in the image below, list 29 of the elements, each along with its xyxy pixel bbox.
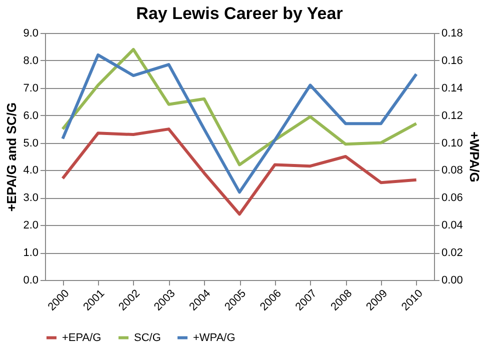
y-tick-label: 1.0 (23, 247, 38, 260)
y-tick-label: 6.0 (23, 110, 38, 122)
y2-tick-label: 0.04 (442, 220, 463, 232)
chart-title: Ray Lewis Career by Year (136, 4, 344, 23)
y-tick-label: 4.0 (23, 164, 38, 177)
y2-tick-label: 0.16 (442, 54, 463, 67)
y-tick-label: 7.0 (23, 82, 38, 94)
legend-label: SC/G (134, 332, 161, 344)
y2-tick-label: 0.14 (442, 82, 463, 94)
y2-tick-label: 0.00 (442, 274, 463, 286)
line-series (61, 53, 418, 194)
y-tick-label: 3.0 (23, 192, 38, 204)
y2-tick-label: 0.08 (442, 164, 463, 177)
y2-axis-title: +WPA/G (466, 132, 482, 182)
line-series (61, 48, 418, 166)
legend-label: +WPA/G (193, 332, 236, 344)
y2-tick-label: 0.12 (442, 110, 463, 122)
y2-tick-label: 0.06 (442, 192, 463, 204)
y2-tick-label: 0.18 (442, 28, 463, 40)
y-tick-label: 0.0 (23, 274, 38, 286)
y-tick-label: 5.0 (23, 137, 38, 150)
y-tick-label: 2.0 (23, 220, 38, 232)
y-axis-title: +EPA/G and SC/G (4, 102, 20, 212)
y2-tick-label: 0.02 (442, 247, 463, 260)
line-series (61, 128, 418, 216)
legend-label: +EPA/G (62, 332, 102, 344)
y2-tick-label: 0.10 (442, 137, 463, 150)
y-tick-label: 8.0 (23, 54, 38, 67)
y-tick-label: 9.0 (23, 28, 38, 40)
